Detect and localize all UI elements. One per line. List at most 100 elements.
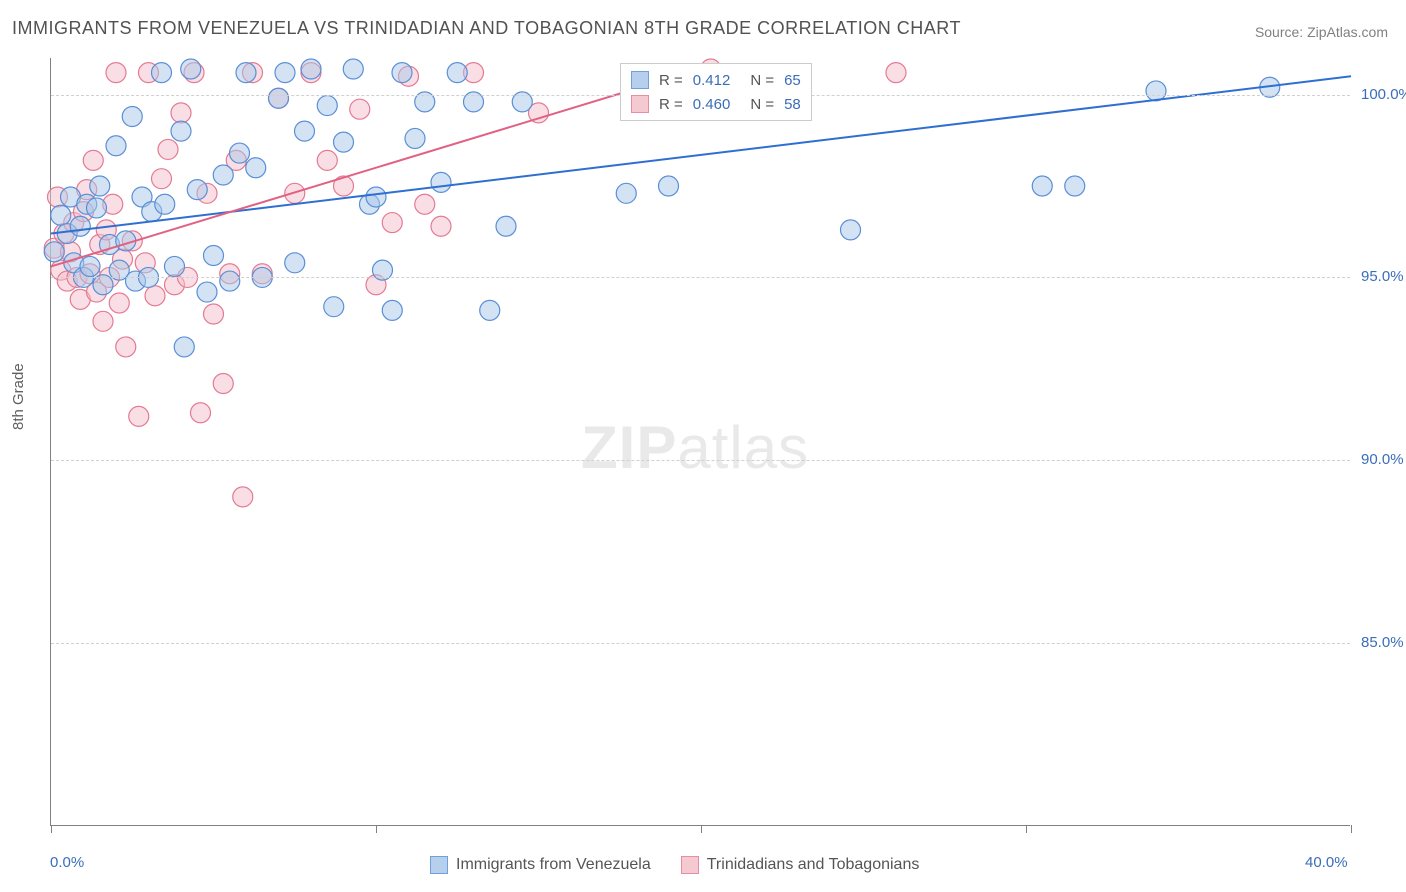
y-tick-label: 90.0% bbox=[1361, 451, 1406, 468]
data-point bbox=[334, 132, 354, 152]
data-point bbox=[220, 271, 240, 291]
x-tick bbox=[1026, 825, 1027, 833]
data-point bbox=[155, 194, 175, 214]
data-point bbox=[233, 487, 253, 507]
data-point bbox=[285, 253, 305, 273]
chart-svg bbox=[51, 58, 1351, 826]
legend-swatch-venezuela bbox=[631, 71, 649, 89]
data-point bbox=[301, 59, 321, 79]
data-point bbox=[158, 139, 178, 159]
data-point bbox=[181, 59, 201, 79]
data-point bbox=[70, 216, 90, 236]
x-tick bbox=[51, 825, 52, 833]
chart-title: IMMIGRANTS FROM VENEZUELA VS TRINIDADIAN… bbox=[12, 18, 961, 39]
data-point bbox=[44, 242, 64, 262]
data-point bbox=[106, 63, 126, 83]
data-point bbox=[343, 59, 363, 79]
data-point bbox=[1032, 176, 1052, 196]
legend-n-label: N = bbox=[750, 96, 774, 113]
x-tick-label: 0.0% bbox=[50, 854, 84, 871]
data-point bbox=[197, 282, 217, 302]
legend-swatch-trinidad bbox=[631, 95, 649, 113]
data-point bbox=[204, 245, 224, 265]
data-point bbox=[213, 373, 233, 393]
data-point bbox=[431, 172, 451, 192]
legend-swatch-trinidad bbox=[681, 856, 699, 874]
legend-label: Immigrants from Venezuela bbox=[456, 856, 651, 874]
y-axis-title: 8th Grade bbox=[10, 363, 27, 430]
data-point bbox=[80, 256, 100, 276]
data-point bbox=[90, 176, 110, 196]
data-point bbox=[152, 169, 172, 189]
legend-row: R = 0.460 N = 58 bbox=[631, 92, 801, 116]
legend-n-label: N = bbox=[750, 72, 774, 89]
data-point bbox=[275, 63, 295, 83]
data-point bbox=[129, 406, 149, 426]
gridline bbox=[51, 277, 1350, 278]
data-point bbox=[431, 216, 451, 236]
data-point bbox=[165, 256, 185, 276]
data-point bbox=[51, 205, 71, 225]
data-point bbox=[480, 300, 500, 320]
data-point bbox=[392, 63, 412, 83]
data-point bbox=[87, 198, 107, 218]
y-tick-label: 100.0% bbox=[1361, 86, 1406, 103]
x-tick-label: 40.0% bbox=[1305, 854, 1348, 871]
data-point bbox=[659, 176, 679, 196]
data-point bbox=[230, 143, 250, 163]
legend-r-label: R = bbox=[659, 72, 683, 89]
data-point bbox=[187, 180, 207, 200]
data-point bbox=[382, 213, 402, 233]
gridline bbox=[51, 460, 1350, 461]
data-point bbox=[382, 300, 402, 320]
data-point bbox=[350, 99, 370, 119]
data-point bbox=[152, 63, 172, 83]
data-point bbox=[886, 63, 906, 83]
legend-swatch-venezuela bbox=[430, 856, 448, 874]
data-point bbox=[415, 194, 435, 214]
legend-r-label: R = bbox=[659, 96, 683, 113]
data-point bbox=[616, 183, 636, 203]
legend-label: Trinidadians and Tobagonians bbox=[707, 856, 920, 874]
legend-r-value: 0.460 bbox=[693, 96, 731, 113]
data-point bbox=[145, 286, 165, 306]
data-point bbox=[496, 216, 516, 236]
source-attribution: Source: ZipAtlas.com bbox=[1255, 24, 1388, 40]
correlation-legend: R = 0.412 N = 65 R = 0.460 N = 58 bbox=[620, 63, 812, 121]
data-point bbox=[295, 121, 315, 141]
data-point bbox=[93, 311, 113, 331]
y-tick-label: 85.0% bbox=[1361, 634, 1406, 651]
data-point bbox=[171, 121, 191, 141]
data-point bbox=[269, 88, 289, 108]
data-point bbox=[191, 403, 211, 423]
data-point bbox=[317, 96, 337, 116]
data-point bbox=[1146, 81, 1166, 101]
data-point bbox=[366, 187, 386, 207]
data-point bbox=[83, 150, 103, 170]
data-point bbox=[122, 107, 142, 127]
plot-area: ZIPatlas 85.0%90.0%95.0%100.0% bbox=[50, 58, 1350, 826]
x-tick bbox=[1351, 825, 1352, 833]
legend-item: Trinidadians and Tobagonians bbox=[681, 856, 920, 874]
data-point bbox=[106, 136, 126, 156]
data-point bbox=[109, 293, 129, 313]
data-point bbox=[324, 297, 344, 317]
data-point bbox=[317, 150, 337, 170]
legend-n-value: 58 bbox=[784, 96, 801, 113]
data-point bbox=[213, 165, 233, 185]
data-point bbox=[236, 63, 256, 83]
data-point bbox=[174, 337, 194, 357]
y-tick-label: 95.0% bbox=[1361, 268, 1406, 285]
data-point bbox=[204, 304, 224, 324]
data-point bbox=[171, 103, 191, 123]
data-point bbox=[447, 63, 467, 83]
legend-n-value: 65 bbox=[784, 72, 801, 89]
legend-row: R = 0.412 N = 65 bbox=[631, 68, 801, 92]
data-point bbox=[405, 128, 425, 148]
data-point bbox=[841, 220, 861, 240]
legend-r-value: 0.412 bbox=[693, 72, 731, 89]
x-tick bbox=[376, 825, 377, 833]
x-tick bbox=[701, 825, 702, 833]
gridline bbox=[51, 643, 1350, 644]
data-point bbox=[1065, 176, 1085, 196]
